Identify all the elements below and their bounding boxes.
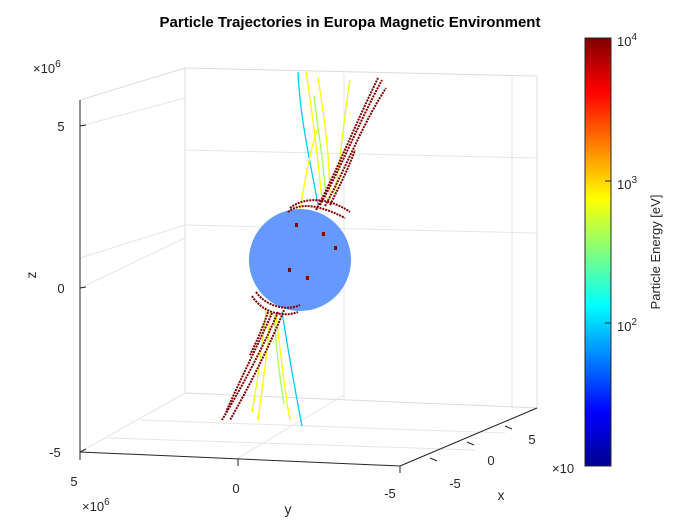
z-tick-neg5: [79, 448, 87, 453]
grid-floor-x: [139, 419, 506, 434]
x-tick-neg5: [429, 457, 438, 462]
x-axis-label: x: [498, 487, 505, 503]
colorbar-tick-label-10000: 104: [617, 32, 637, 49]
y-axis-label: y: [285, 501, 292, 517]
x-tick-5: [504, 425, 513, 430]
trajectory-halo-1: [289, 199, 351, 213]
trajectory-upper-9: [324, 87, 387, 207]
grid-floor-x2: [107, 437, 476, 451]
trajectory-upper-2: [305, 71, 323, 201]
x-exponent-label: ×10: [552, 461, 574, 476]
trajectory-lower-6: [221, 311, 279, 421]
z-tick-0: [79, 286, 87, 289]
trajectory-lower-9: [249, 311, 269, 356]
z-tick-5: [79, 124, 87, 127]
colorbar: 102 103 104 Particle Energy [eV]: [584, 32, 663, 467]
trajectory-upper-5: [313, 95, 327, 199]
x-tick-0: [466, 441, 475, 446]
sphere-mark-3: [288, 268, 291, 272]
grid-z-neg-side: [79, 392, 186, 453]
grid-lines: [79, 74, 538, 459]
x-tick-label-neg5: -5: [449, 476, 461, 491]
colorbar-tick-label-100: 102: [617, 317, 637, 334]
tick-marks: [79, 124, 513, 473]
z-tick-label-5: 5: [57, 119, 64, 134]
grid-z-5-side: [79, 224, 186, 259]
x-tick-label-0: 0: [487, 453, 494, 468]
trajectories-behind: [297, 71, 387, 211]
trajectory-lower-7: [229, 309, 285, 421]
z-tick-label-neg5: -5: [49, 445, 61, 460]
y-axis-line: [79, 451, 401, 467]
trajectory-halo-4: [251, 295, 299, 316]
grid-y-0: [237, 394, 345, 459]
colorbar-gradient: [584, 37, 612, 467]
trajectory-lower-5: [273, 314, 285, 405]
trajectory-lower-3: [257, 311, 271, 421]
z-axis-label: z: [23, 272, 39, 279]
y-tick-label-0: 0: [232, 481, 239, 496]
sphere-mark-4: [306, 276, 309, 280]
grid-z-10-back: [184, 149, 538, 159]
box-back-top: [184, 67, 538, 77]
y-exponent-label: ×106: [82, 497, 110, 514]
trajectories-front: [221, 199, 351, 427]
exponent-labels: ×106 ×106 ×10: [33, 59, 574, 514]
trajectory-upper-4: [334, 79, 351, 196]
sphere-surface-marks: [288, 223, 337, 280]
tick-labels: 5 0 -5 5 0 -5 -5 0 5: [49, 119, 535, 501]
sphere-mark-5: [334, 246, 337, 250]
sphere-mark-2: [322, 232, 325, 236]
trajectory-upper-3: [317, 77, 331, 201]
trajectory-upper-8: [315, 77, 379, 211]
chart-title: Particle Trajectories in Europa Magnetic…: [159, 14, 541, 31]
x-tick-label-5: 5: [528, 432, 535, 447]
europa-sphere: [249, 209, 351, 311]
trajectory-halo-2: [287, 205, 346, 219]
z-tick-label-0: 0: [57, 281, 64, 296]
x-axis-line: [399, 407, 538, 467]
axis-lines: [79, 100, 538, 467]
trajectory-lower-8: [225, 312, 273, 413]
trajectory-upper-1: [297, 71, 319, 206]
y-tick-label-5: 5: [70, 474, 77, 489]
y-tick-label-neg5: -5: [384, 486, 396, 501]
grid-z-0-side: [79, 237, 186, 289]
trajectory-upper-7: [319, 79, 383, 206]
trajectory-halo-3: [255, 291, 301, 309]
z-exponent-label: ×106: [33, 59, 61, 76]
grid-z-5-back: [184, 224, 538, 234]
trajectory-lower-2: [275, 313, 291, 421]
box-left-top: [79, 67, 186, 101]
axis-labels: z y x: [23, 272, 505, 518]
grid-z-10-side: [79, 97, 186, 127]
colorbar-tick-label-1000: 103: [617, 175, 637, 192]
colorbar-label: Particle Energy [eV]: [648, 195, 663, 310]
trajectory-lower-1: [281, 311, 303, 427]
sphere-mark-1: [295, 223, 298, 227]
